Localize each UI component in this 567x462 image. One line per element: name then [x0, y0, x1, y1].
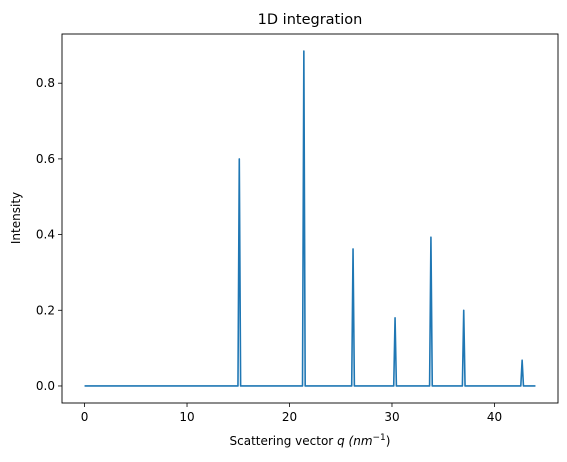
series-layer [84, 50, 536, 387]
y-tick-label: 0.4 [36, 228, 55, 242]
chart-title: 1D integration [258, 12, 363, 28]
x-axis-label: Scattering vector q (nm−1) [230, 433, 391, 448]
y-tick-label: 0.0 [36, 379, 55, 393]
y-axis-ticks: 0.0 0.2 0.4 0.6 0.8 [36, 76, 62, 393]
x-tick-label: 0 [81, 410, 89, 424]
y-tick-label: 0.8 [36, 76, 55, 90]
x-axis-label-unit: (nm [349, 434, 373, 448]
x-axis-label-unit-exponent: −1 [373, 433, 386, 443]
x-tick-label: 10 [179, 410, 194, 424]
x-tick-label: 40 [487, 410, 502, 424]
series-line [84, 50, 536, 387]
x-axis-ticks: 0 10 20 30 40 [81, 403, 502, 424]
x-tick-label: 30 [384, 410, 399, 424]
x-axis-label-text: Scattering vector [230, 434, 334, 448]
x-tick-label: 20 [282, 410, 297, 424]
x-axis-label-variable: q [337, 434, 345, 448]
y-tick-label: 0.6 [36, 152, 55, 166]
y-axis-label: Intensity [9, 192, 23, 244]
x-axis-label-unit-close: ) [386, 434, 391, 448]
plot-frame [61, 33, 559, 404]
plot-area [62, 34, 558, 403]
y-tick-label: 0.2 [36, 303, 55, 317]
